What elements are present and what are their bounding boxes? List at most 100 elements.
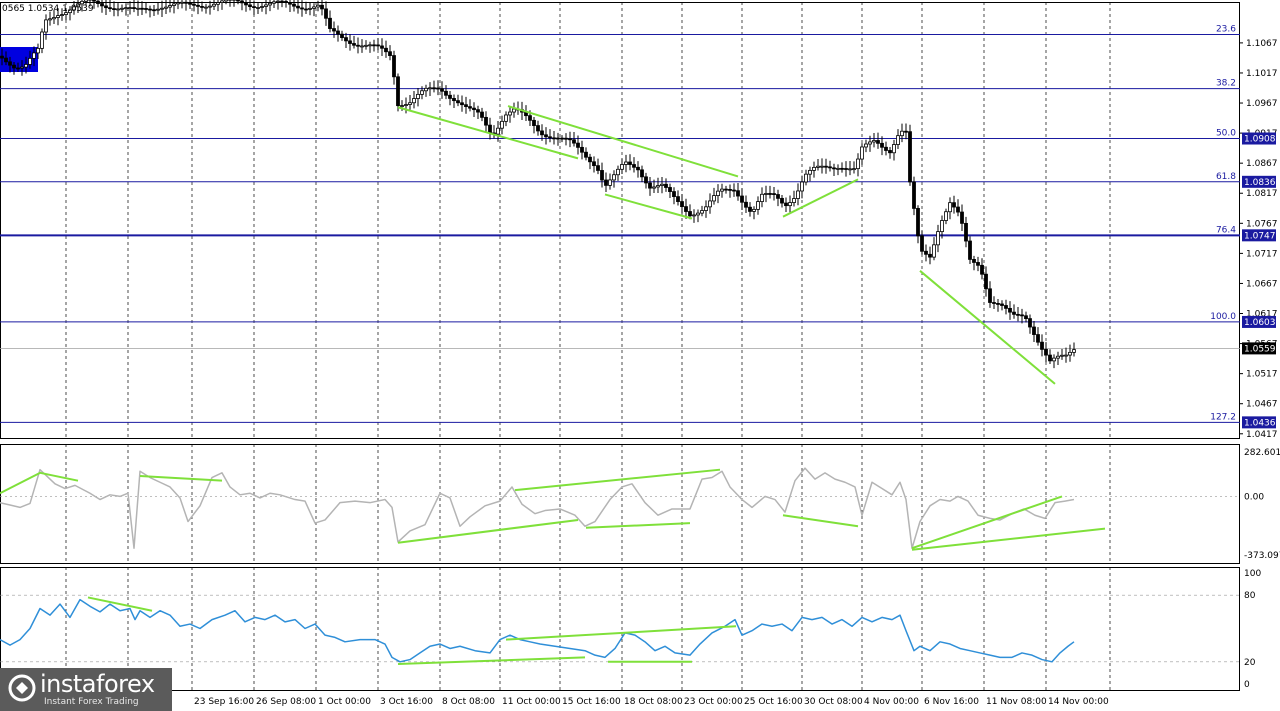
candle-body xyxy=(688,211,692,217)
candle-body xyxy=(272,1,276,4)
candle-body xyxy=(1056,355,1060,359)
candle-body xyxy=(1004,305,1008,309)
x-tick-label: 8 Oct 08:00 xyxy=(442,697,495,707)
candle-body xyxy=(728,188,732,191)
price-trendline xyxy=(507,105,739,178)
candle-body xyxy=(108,7,112,10)
price-tick-label: 1.0867 xyxy=(1246,159,1278,169)
candle-body xyxy=(460,102,464,106)
candle-body xyxy=(160,7,164,10)
candle-body xyxy=(1052,357,1056,362)
candle-body xyxy=(420,90,424,95)
candle-body xyxy=(1064,354,1068,357)
candle-body xyxy=(432,87,436,90)
candle-body xyxy=(868,141,872,145)
x-tick-label: 18 Oct 08:00 xyxy=(624,697,683,707)
candle-body xyxy=(324,8,328,19)
candle-body xyxy=(972,259,976,263)
candle-body xyxy=(132,7,136,9)
candle-body xyxy=(1036,334,1040,343)
candle-body xyxy=(996,303,1000,305)
candle-body xyxy=(128,7,132,9)
candle-body xyxy=(580,146,584,153)
candle-body xyxy=(576,142,580,148)
candle-body xyxy=(756,201,760,210)
candle-body xyxy=(348,40,352,44)
candle-body xyxy=(600,170,604,181)
fib-price-badge xyxy=(1242,229,1276,242)
candle-body xyxy=(708,200,712,208)
candle-body xyxy=(792,198,796,203)
candle-body xyxy=(636,166,640,171)
cci-tick-label: -373.0978 xyxy=(1244,551,1280,561)
candle-body xyxy=(764,193,768,195)
candle-body xyxy=(268,2,272,6)
x-tick-label: 11 Nov 08:00 xyxy=(986,697,1047,707)
candle-body xyxy=(620,164,624,170)
candle-body xyxy=(216,2,220,5)
candle-body xyxy=(988,288,992,303)
candle-body xyxy=(380,45,384,49)
candle-body xyxy=(28,57,32,65)
candle-body xyxy=(616,168,620,176)
candle-body xyxy=(48,18,52,21)
candle-body xyxy=(472,107,476,111)
cci-trendline xyxy=(397,518,579,544)
candle-body xyxy=(468,106,472,109)
candle-body xyxy=(196,4,200,7)
candle-body xyxy=(808,169,812,175)
price-trendline xyxy=(782,178,859,218)
x-tick-label: 11 Oct 00:00 xyxy=(502,697,561,707)
candle-body xyxy=(180,1,184,4)
candle-body xyxy=(76,3,80,8)
candle-body xyxy=(736,190,740,197)
candle-body xyxy=(500,120,504,129)
x-tick-label: 25 Oct 16:00 xyxy=(744,697,803,707)
candle-body xyxy=(184,1,188,4)
candle-body xyxy=(884,146,888,151)
candle-body xyxy=(804,173,808,183)
candle-body xyxy=(56,15,60,18)
candle-body xyxy=(644,176,648,184)
candle-body xyxy=(592,161,596,167)
candle-body xyxy=(1024,315,1028,320)
candle-body xyxy=(280,0,284,3)
candle-body xyxy=(72,6,76,11)
candle-body xyxy=(204,6,208,9)
candle-body xyxy=(388,51,392,56)
candle-body xyxy=(768,193,772,195)
candle-body xyxy=(0,55,4,59)
candle-body xyxy=(596,165,600,171)
candle-body xyxy=(428,87,432,90)
current-price-text: 1.0559 xyxy=(1244,344,1276,354)
price-tick-label: 1.0767 xyxy=(1246,219,1278,229)
candle-body xyxy=(440,88,444,92)
x-tick-label: 4 Nov 00:00 xyxy=(864,697,919,707)
candle-body xyxy=(32,52,36,59)
price-tick-label: 1.0517 xyxy=(1246,370,1278,380)
candle-body xyxy=(464,104,468,108)
candle-body xyxy=(904,130,908,133)
candle-body xyxy=(192,3,196,6)
candle-body xyxy=(704,206,708,211)
candle-body xyxy=(656,185,660,188)
candle-body xyxy=(60,14,64,17)
cci-tick-label: 0.00 xyxy=(1244,492,1264,502)
candle-body xyxy=(568,138,572,141)
rsi-trendline xyxy=(397,656,586,666)
candle-body xyxy=(1040,341,1044,350)
candle-body xyxy=(116,8,120,11)
candle-body xyxy=(208,5,212,8)
candle-body xyxy=(1044,348,1048,356)
candle-body xyxy=(628,161,632,165)
fib-level-label: 23.6 xyxy=(1216,24,1236,34)
candle-body xyxy=(328,17,332,29)
candle-body xyxy=(448,94,452,99)
fib-level-label: 61.8 xyxy=(1216,172,1236,182)
candle-body xyxy=(360,45,364,48)
cci-line xyxy=(0,467,1075,549)
candle-body xyxy=(864,143,868,148)
candle-body xyxy=(668,187,672,192)
candle-body xyxy=(900,130,904,137)
candle-body xyxy=(168,5,172,8)
